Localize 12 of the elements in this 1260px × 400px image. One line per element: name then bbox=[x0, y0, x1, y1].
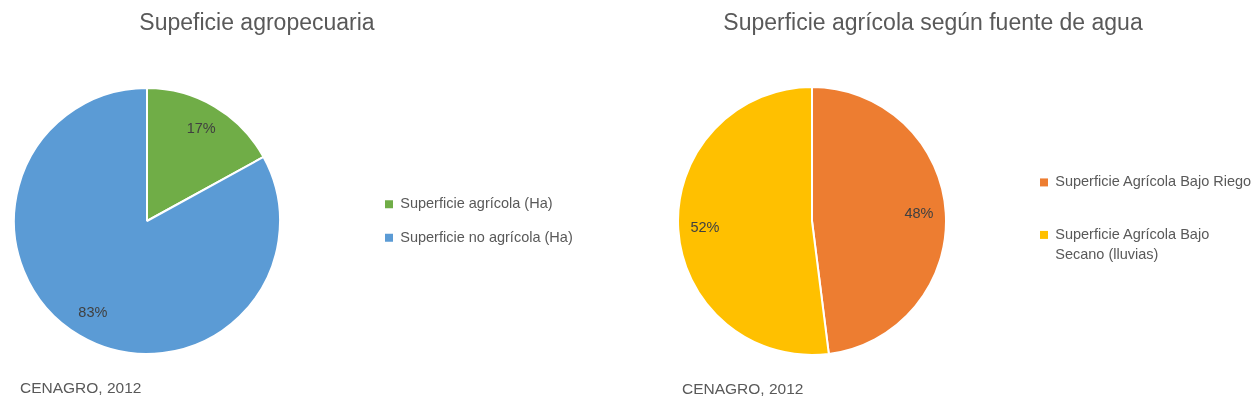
data-label: 48% bbox=[904, 205, 934, 222]
chart-title: Supeficie agropecuaria bbox=[139, 8, 375, 36]
chart-title: Superficie agrícola según fuente de agua bbox=[723, 8, 1143, 36]
legend-label: Superficie Agrícola Bajo Riego bbox=[1055, 173, 1252, 190]
data-label: 52% bbox=[690, 218, 720, 235]
text: CENAGRO, 2012 bbox=[682, 380, 804, 398]
data-label: 83% bbox=[78, 303, 108, 320]
legend-label: Superficie agrícola (Ha) bbox=[400, 195, 553, 212]
legend-label: Superficie no agrícola (Ha) bbox=[400, 228, 573, 245]
data-label: 17% bbox=[186, 120, 216, 137]
text: CENAGRO, 2012 bbox=[20, 379, 142, 397]
legend-label: Superficie Agrícola Bajo Secano (lluvias) bbox=[1055, 225, 1210, 262]
